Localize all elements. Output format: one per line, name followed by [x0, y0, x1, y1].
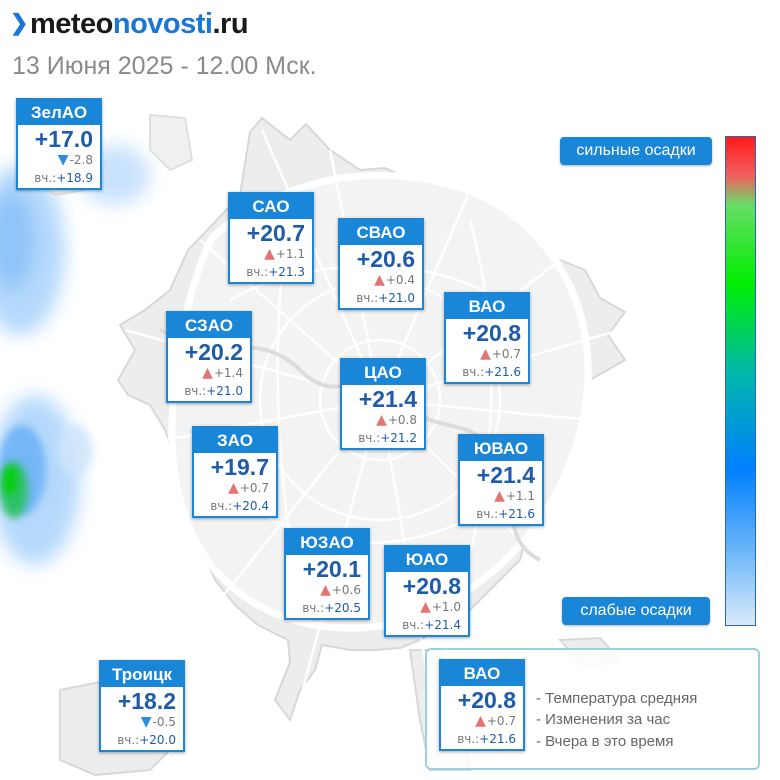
district-name: ЦАО: [342, 360, 424, 385]
yesterday-temperature: +21.6: [479, 732, 516, 746]
logo-text-prefix: meteo: [29, 8, 113, 40]
district-name: Троицк: [101, 662, 183, 687]
hourly-change: +0.4: [385, 273, 415, 287]
yesterday-temperature: +21.4: [424, 618, 461, 632]
district-card-yuao[interactable]: ЮАО +20.8 ▲+1.0 вч.:+21.4: [384, 545, 470, 637]
yesterday-label: вч.:: [302, 601, 325, 615]
average-temperature: +21.4: [358, 386, 417, 412]
yesterday-label: вч.:: [457, 732, 480, 746]
district-name: ЗАО: [194, 428, 276, 453]
trend-up-icon: ▲: [202, 365, 213, 381]
trend-up-icon: ▲: [264, 246, 275, 262]
trend-up-icon: ▲: [320, 582, 331, 598]
hourly-change: -0.5: [152, 715, 176, 729]
district-name: ЮАО: [386, 547, 468, 572]
yesterday-label: вч.:: [476, 507, 499, 521]
district-card-szao[interactable]: СЗАО +20.2 ▲+1.4 вч.:+21.0: [166, 311, 252, 403]
yesterday-temperature: +21.0: [206, 384, 243, 398]
hourly-change: +0.7: [486, 714, 516, 728]
average-temperature: +20.1: [302, 556, 361, 582]
district-name: ЮВАО: [460, 436, 542, 461]
trend-down-icon: ▼: [140, 714, 152, 730]
trend-down-icon: ▼: [57, 152, 69, 168]
precipitation-scale-bar: [725, 136, 756, 626]
district-card-troitsk[interactable]: Троицк +18.2 ▼-0.5 вч.:+20.0: [99, 660, 185, 752]
yesterday-temperature: +21.2: [380, 431, 417, 445]
hourly-change: +1.1: [275, 247, 305, 261]
legend-line-hourly-change: - Изменения за час: [536, 711, 671, 728]
district-card-sao[interactable]: САО +20.7 ▲+1.1 вч.:+21.3: [228, 192, 314, 284]
yesterday-temperature: +20.0: [139, 733, 176, 747]
yesterday-temperature: +20.4: [232, 499, 269, 513]
yesterday-label: вч.:: [356, 291, 379, 305]
district-card-cao[interactable]: ЦАО +21.4 ▲+0.8 вч.:+21.2: [340, 358, 426, 450]
precipitation-layer: [0, 145, 150, 565]
trend-up-icon: ▲: [475, 713, 486, 729]
trend-up-icon: ▲: [376, 412, 387, 428]
yesterday-label: вч.:: [184, 384, 207, 398]
hourly-change: +1.1: [505, 489, 535, 503]
yesterday-temperature: +20.5: [324, 601, 361, 615]
hourly-change: +0.7: [491, 347, 521, 361]
trend-up-icon: ▲: [228, 480, 239, 496]
hourly-change: -2.8: [69, 153, 93, 167]
yesterday-temperature: +21.3: [268, 265, 305, 279]
average-temperature: +20.6: [356, 246, 415, 272]
yesterday-label: вч.:: [246, 265, 269, 279]
district-card-zao[interactable]: ЗАО +19.7 ▲+0.7 вч.:+20.4: [192, 426, 278, 518]
average-temperature: +20.8: [462, 320, 521, 346]
trend-up-icon: ▲: [420, 599, 431, 615]
light-precipitation-label: слабые осадки: [562, 597, 710, 625]
legend-sample-card: ВАО +20.8 ▲+0.7 вч.:+21.6: [439, 659, 525, 751]
logo-text-accent: novosti: [112, 8, 213, 40]
legend-line-yesterday: - Вчера в это время: [536, 733, 674, 750]
district-name: САО: [230, 194, 312, 219]
date-time-caption: 13 Июня 2025 - 12.00 Мск.: [12, 52, 317, 80]
district-card-svao[interactable]: СВАО +20.6 ▲+0.4 вч.:+21.0: [338, 218, 424, 310]
yesterday-label: вч.:: [402, 618, 425, 632]
hourly-change: +0.8: [387, 413, 417, 427]
district-name: ЮЗАО: [286, 530, 368, 555]
average-temperature: +21.4: [476, 462, 535, 488]
logo-mark-icon: ❯: [10, 10, 28, 35]
hourly-change: +0.6: [331, 583, 361, 597]
hourly-change: +1.0: [431, 600, 461, 614]
trend-up-icon: ▲: [374, 272, 385, 288]
district-card-vao[interactable]: ВАО +20.8 ▲+0.7 вч.:+21.6: [444, 292, 530, 384]
district-name: СВАО: [340, 220, 422, 245]
average-temperature: +20.8: [457, 687, 516, 713]
trend-up-icon: ▲: [480, 346, 491, 362]
district-card-yuzao[interactable]: ЮЗАО +20.1 ▲+0.6 вч.:+20.5: [284, 528, 370, 620]
trend-up-icon: ▲: [494, 488, 505, 504]
yesterday-label: вч.:: [462, 365, 485, 379]
average-temperature: +20.8: [402, 573, 461, 599]
district-name: ВАО: [441, 661, 523, 686]
district-card-yuvao[interactable]: ЮВАО +21.4 ▲+1.1 вч.:+21.6: [458, 434, 544, 526]
hourly-change: +0.7: [239, 481, 269, 495]
yesterday-temperature: +21.0: [378, 291, 415, 305]
average-temperature: +20.7: [246, 220, 305, 246]
district-card-zelao[interactable]: ЗелАО +17.0 ▼-2.8 вч.:+18.9: [16, 98, 102, 190]
average-temperature: +18.2: [117, 688, 176, 714]
legend-line-average: - Температура средняя: [536, 690, 698, 707]
average-temperature: +19.7: [210, 454, 269, 480]
district-name: ВАО: [446, 294, 528, 319]
yesterday-label: вч.:: [117, 733, 140, 747]
site-logo[interactable]: ❯meteonovosti.ru: [10, 8, 249, 41]
average-temperature: +17.0: [34, 126, 93, 152]
heavy-precipitation-label: сильные осадки: [560, 137, 712, 165]
hourly-change: +1.4: [213, 366, 243, 380]
logo-text-suffix: .ru: [212, 8, 249, 40]
yesterday-temperature: +18.9: [56, 171, 93, 185]
yesterday-temperature: +21.6: [484, 365, 521, 379]
yesterday-label: вч.:: [34, 171, 57, 185]
average-temperature: +20.2: [184, 339, 243, 365]
yesterday-label: вч.:: [358, 431, 381, 445]
yesterday-label: вч.:: [210, 499, 233, 513]
district-name: СЗАО: [168, 313, 250, 338]
yesterday-temperature: +21.6: [498, 507, 535, 521]
district-name: ЗелАО: [18, 100, 100, 125]
